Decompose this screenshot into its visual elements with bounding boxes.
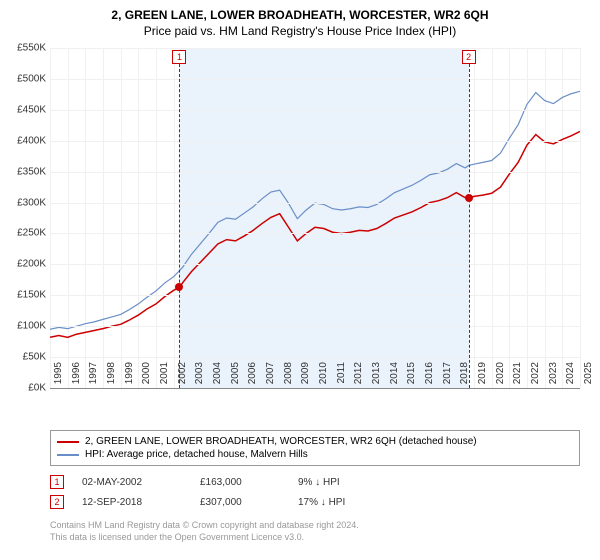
sale-row: 1 02-MAY-2002 £163,000 9% ↓ HPI bbox=[50, 472, 388, 492]
y-tick-label: £150K bbox=[17, 290, 46, 301]
sale-date: 02-MAY-2002 bbox=[82, 477, 182, 488]
x-tick-label: 2020 bbox=[495, 362, 506, 392]
sale-row: 2 12-SEP-2018 £307,000 17% ↓ HPI bbox=[50, 492, 388, 512]
x-tick-label: 2024 bbox=[565, 362, 576, 392]
legend-row-hpi: HPI: Average price, detached house, Malv… bbox=[57, 448, 573, 461]
grid-h bbox=[50, 172, 580, 173]
x-tick-label: 1997 bbox=[88, 362, 99, 392]
x-tick-label: 1998 bbox=[106, 362, 117, 392]
x-tick-label: 2018 bbox=[459, 362, 470, 392]
x-tick-label: 2017 bbox=[442, 362, 453, 392]
footnote-line: Contains HM Land Registry data © Crown c… bbox=[50, 520, 359, 532]
x-tick-label: 2023 bbox=[548, 362, 559, 392]
sale-price: £307,000 bbox=[200, 497, 280, 508]
grid-h bbox=[50, 264, 580, 265]
grid-h bbox=[50, 295, 580, 296]
series-hpi bbox=[50, 91, 580, 329]
x-tick-label: 2001 bbox=[159, 362, 170, 392]
y-tick-label: £400K bbox=[17, 135, 46, 146]
line-svg bbox=[50, 48, 580, 388]
x-tick-label: 2010 bbox=[318, 362, 329, 392]
y-tick-label: £550K bbox=[17, 43, 46, 54]
legend-row-subject: 2, GREEN LANE, LOWER BROADHEATH, WORCEST… bbox=[57, 435, 573, 448]
x-tick-label: 2006 bbox=[247, 362, 258, 392]
sale-marker: 1 bbox=[50, 475, 64, 489]
grid-h bbox=[50, 357, 580, 358]
sale-marker-box: 2 bbox=[462, 50, 476, 64]
x-tick-label: 2019 bbox=[477, 362, 488, 392]
sale-marker: 2 bbox=[50, 495, 64, 509]
footnote-line: This data is licensed under the Open Gov… bbox=[50, 532, 359, 544]
chart-container: 2, GREEN LANE, LOWER BROADHEATH, WORCEST… bbox=[0, 0, 600, 560]
x-tick-label: 2000 bbox=[141, 362, 152, 392]
y-tick-label: £300K bbox=[17, 197, 46, 208]
footnote: Contains HM Land Registry data © Crown c… bbox=[50, 520, 359, 543]
sales-table: 1 02-MAY-2002 £163,000 9% ↓ HPI 2 12-SEP… bbox=[50, 472, 388, 512]
sale-dot bbox=[465, 194, 473, 202]
x-tick-label: 2007 bbox=[265, 362, 276, 392]
y-tick-label: £50K bbox=[23, 352, 46, 363]
legend-swatch bbox=[57, 441, 79, 443]
legend-swatch bbox=[57, 454, 79, 456]
grid-h bbox=[50, 110, 580, 111]
grid-h bbox=[50, 48, 580, 49]
sale-marker-line bbox=[469, 64, 470, 388]
x-tick-label: 1996 bbox=[71, 362, 82, 392]
x-tick-label: 2016 bbox=[424, 362, 435, 392]
y-tick-label: £500K bbox=[17, 73, 46, 84]
chart-title: 2, GREEN LANE, LOWER BROADHEATH, WORCEST… bbox=[0, 0, 600, 22]
legend-label: 2, GREEN LANE, LOWER BROADHEATH, WORCEST… bbox=[85, 436, 477, 447]
sale-date: 12-SEP-2018 bbox=[82, 497, 182, 508]
grid-h bbox=[50, 141, 580, 142]
y-tick-label: £450K bbox=[17, 104, 46, 115]
grid-h bbox=[50, 233, 580, 234]
y-tick-label: £0K bbox=[28, 383, 46, 394]
legend: 2, GREEN LANE, LOWER BROADHEATH, WORCEST… bbox=[50, 430, 580, 466]
y-tick-label: £350K bbox=[17, 166, 46, 177]
y-tick-label: £100K bbox=[17, 321, 46, 332]
chart-area: 12 £0K£50K£100K£150K£200K£250K£300K£350K… bbox=[50, 48, 580, 418]
x-tick-label: 2009 bbox=[300, 362, 311, 392]
grid-v bbox=[580, 48, 581, 388]
x-tick-label: 2014 bbox=[389, 362, 400, 392]
sale-diff: 17% ↓ HPI bbox=[298, 497, 388, 508]
x-tick-label: 2015 bbox=[406, 362, 417, 392]
x-tick-label: 2004 bbox=[212, 362, 223, 392]
x-tick-label: 1999 bbox=[124, 362, 135, 392]
x-tick-label: 2013 bbox=[371, 362, 382, 392]
x-tick-label: 2008 bbox=[283, 362, 294, 392]
sale-marker-box: 1 bbox=[172, 50, 186, 64]
sale-price: £163,000 bbox=[200, 477, 280, 488]
legend-label: HPI: Average price, detached house, Malv… bbox=[85, 449, 308, 460]
x-tick-label: 2021 bbox=[512, 362, 523, 392]
x-tick-label: 2022 bbox=[530, 362, 541, 392]
y-tick-label: £200K bbox=[17, 259, 46, 270]
x-tick-label: 2003 bbox=[194, 362, 205, 392]
sale-marker-line bbox=[179, 64, 180, 388]
y-tick-label: £250K bbox=[17, 228, 46, 239]
plot-area: 12 bbox=[50, 48, 580, 388]
sale-dot bbox=[175, 283, 183, 291]
grid-h bbox=[50, 79, 580, 80]
x-tick-label: 2002 bbox=[177, 362, 188, 392]
chart-subtitle: Price paid vs. HM Land Registry's House … bbox=[0, 22, 600, 38]
sale-diff: 9% ↓ HPI bbox=[298, 477, 388, 488]
grid-h bbox=[50, 203, 580, 204]
x-tick-label: 2012 bbox=[353, 362, 364, 392]
x-tick-label: 2005 bbox=[230, 362, 241, 392]
grid-h bbox=[50, 326, 580, 327]
x-tick-label: 1995 bbox=[53, 362, 64, 392]
x-tick-label: 2011 bbox=[336, 362, 347, 392]
x-tick-label: 2025 bbox=[583, 362, 594, 392]
